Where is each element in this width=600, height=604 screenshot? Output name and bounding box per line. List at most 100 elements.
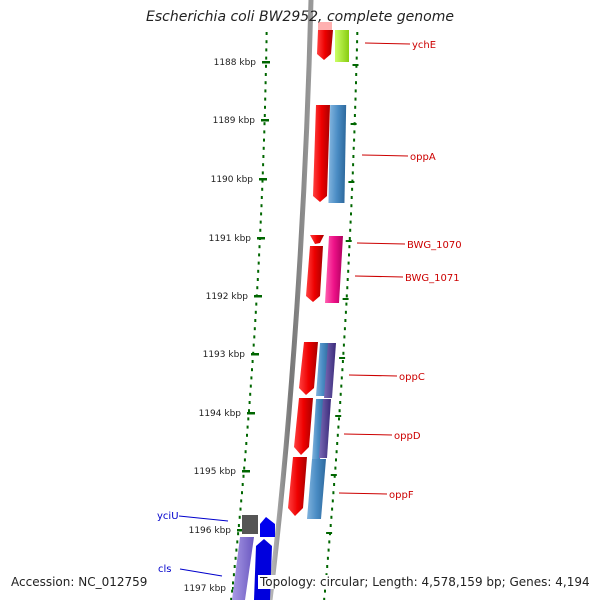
track-dot: [347, 269, 350, 273]
track-dot: [356, 40, 359, 44]
track-dot: [265, 48, 268, 52]
track-dot: [355, 48, 358, 52]
track-dot: [353, 114, 356, 117]
track-dot: [253, 335, 256, 339]
gene-feature[interactable]: [319, 399, 331, 458]
track-dot: [260, 196, 263, 199]
gene-feature[interactable]: [325, 236, 343, 303]
gene-label[interactable]: ychE: [412, 40, 436, 51]
gene-features: [232, 22, 349, 600]
track-dot: [261, 171, 264, 175]
track-dot: [263, 114, 266, 117]
track-dot: [248, 401, 251, 404]
tick-label: 1197 kbp: [184, 584, 227, 594]
track-dot: [355, 81, 357, 85]
gene-feature[interactable]: [260, 517, 275, 537]
gene-feature[interactable]: [307, 459, 326, 519]
track-dot: [256, 278, 259, 281]
tick-label: 1190 kbp: [211, 175, 254, 185]
track-dot: [249, 384, 252, 388]
leader-line: [354, 275, 404, 278]
track-dot: [343, 327, 346, 331]
track-dot: [234, 556, 237, 560]
gene-label[interactable]: BWG_1071: [405, 273, 460, 284]
gene-label[interactable]: oppD: [394, 431, 421, 442]
track-dot: [249, 392, 252, 396]
leader-line: [338, 492, 388, 495]
tick-mark: [251, 353, 259, 356]
track-dot: [353, 138, 356, 142]
track-dot: [343, 335, 346, 339]
track-dot: [346, 286, 349, 290]
track-dot: [232, 581, 234, 585]
track-dot: [352, 163, 355, 167]
track-dot: [243, 466, 246, 470]
track-dot: [262, 146, 265, 150]
track-dot: [342, 351, 345, 355]
gene-feature[interactable]: [306, 246, 323, 302]
track-dot: [340, 384, 343, 388]
track-dot: [348, 245, 351, 249]
accession-text: Accession: NC_012759: [9, 575, 150, 589]
track-dot: [325, 573, 328, 577]
tick-label: 1188 kbp: [214, 58, 257, 68]
track-dot: [341, 368, 344, 372]
gene-feature[interactable]: [335, 30, 349, 62]
track-mark: [335, 415, 342, 417]
track-dot: [264, 105, 266, 109]
gene-label[interactable]: BWG_1070: [407, 240, 462, 251]
track-dot: [332, 491, 335, 495]
track-dot: [264, 73, 267, 76]
track-dot: [353, 130, 356, 134]
track-dot: [259, 228, 262, 232]
track-dot: [238, 515, 241, 519]
gene-feature[interactable]: [288, 457, 307, 516]
gene-feature[interactable]: [318, 22, 332, 30]
tick-mark: [257, 237, 265, 240]
gene-feature[interactable]: [232, 537, 254, 600]
track-dot: [326, 565, 329, 568]
gene-feature[interactable]: [310, 235, 324, 244]
track-dot: [354, 105, 357, 109]
leader-line: [179, 568, 223, 577]
leader-line: [361, 154, 409, 157]
track-dot: [254, 319, 257, 322]
gene-feature[interactable]: [242, 515, 258, 534]
track-dot: [327, 548, 330, 552]
track-dot: [335, 450, 338, 454]
gene-feature[interactable]: [299, 342, 318, 395]
gene-label[interactable]: oppC: [399, 372, 425, 383]
track-dot: [331, 499, 334, 503]
track-dot: [261, 179, 264, 183]
tick-label: 1192 kbp: [206, 292, 249, 302]
tick-mark: [254, 295, 262, 298]
track-dot: [348, 253, 350, 257]
gene-feature[interactable]: [313, 105, 330, 202]
track-dot: [251, 360, 254, 363]
track-dot: [243, 458, 246, 462]
track-dot: [262, 155, 265, 158]
track-dot: [265, 40, 268, 44]
track-dot: [340, 376, 343, 380]
gene-feature[interactable]: [328, 105, 347, 203]
gene-label[interactable]: yciU: [157, 511, 179, 522]
gene-feature[interactable]: [317, 30, 333, 60]
track-dot: [354, 89, 357, 93]
track-dot: [347, 261, 350, 265]
track-dot: [236, 540, 239, 544]
track-dot: [265, 32, 268, 35]
gene-label[interactable]: cls: [158, 564, 172, 575]
track-dot: [244, 450, 247, 454]
gene-feature[interactable]: [324, 343, 336, 398]
tick-label: 1189 kbp: [213, 116, 256, 126]
track-dot: [251, 368, 253, 372]
track-dot: [330, 515, 333, 519]
track-dot: [264, 97, 267, 101]
leader-line: [348, 374, 398, 377]
leader-line: [178, 515, 229, 522]
gene-label[interactable]: oppF: [389, 490, 414, 501]
gene-feature[interactable]: [254, 539, 272, 600]
gene-feature[interactable]: [294, 398, 313, 455]
gene-label[interactable]: oppA: [410, 152, 436, 163]
